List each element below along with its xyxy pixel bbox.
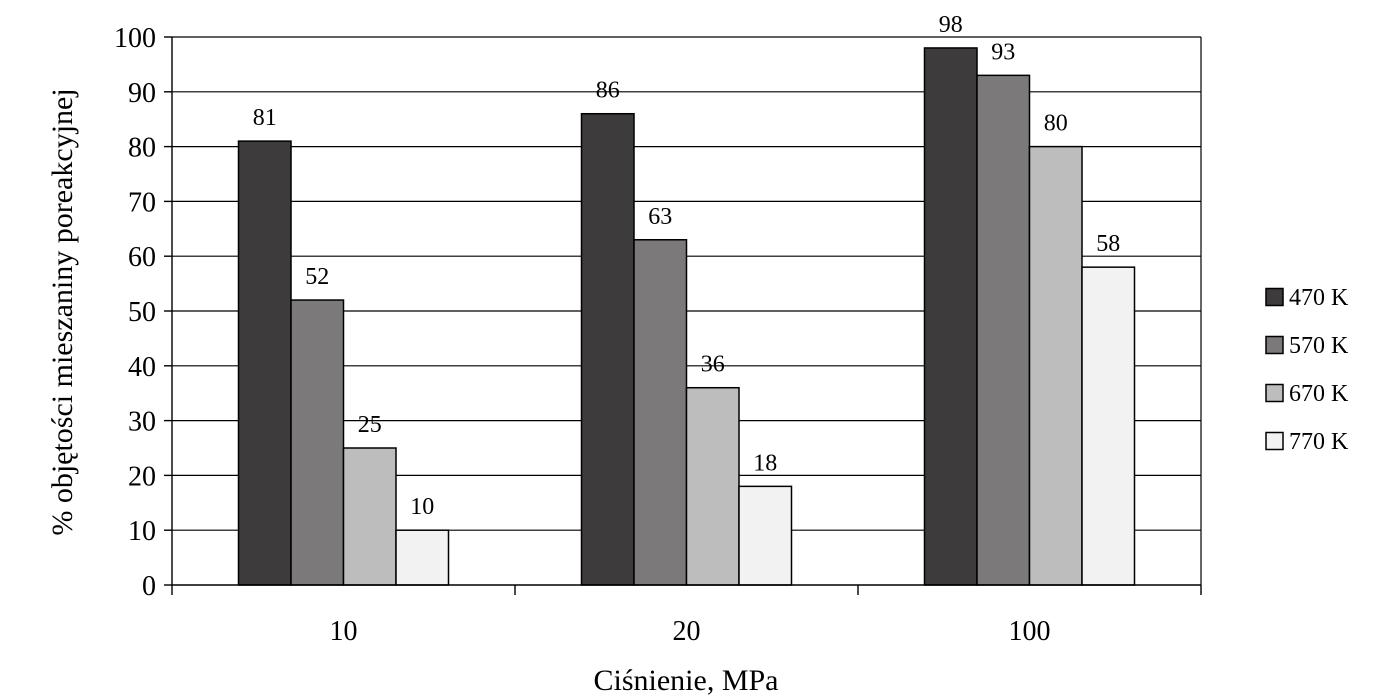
legend-swatch bbox=[1265, 287, 1284, 307]
data-label: 52 bbox=[305, 264, 329, 290]
y-tick-label: 60 bbox=[128, 242, 156, 273]
y-tick-label: 100 bbox=[114, 23, 156, 54]
data-label: 10 bbox=[410, 494, 434, 520]
bar bbox=[1028, 145, 1083, 586]
bar bbox=[633, 239, 688, 586]
data-label: 25 bbox=[358, 412, 382, 438]
y-tick-label: 40 bbox=[128, 352, 156, 383]
x-tick-label: 100 bbox=[1009, 616, 1051, 647]
y-tick-label: 30 bbox=[128, 407, 156, 438]
y-tick-label: 80 bbox=[128, 133, 156, 164]
y-axis-title: % objętości mieszaniny poreakcyjnej bbox=[46, 88, 79, 535]
legend-label: 670 K bbox=[1289, 381, 1349, 407]
data-label: 63 bbox=[648, 204, 672, 230]
bar bbox=[1081, 266, 1136, 586]
y-tick-label: 90 bbox=[128, 78, 156, 109]
bar bbox=[580, 112, 635, 586]
bar bbox=[976, 74, 1031, 586]
legend-label: 470 K bbox=[1289, 285, 1349, 311]
data-label: 80 bbox=[1044, 111, 1068, 137]
bar bbox=[342, 447, 397, 586]
y-tick-label: 50 bbox=[128, 297, 156, 328]
data-label: 93 bbox=[991, 39, 1015, 65]
bar bbox=[290, 299, 345, 586]
data-label: 58 bbox=[1096, 231, 1120, 257]
bar bbox=[685, 386, 740, 586]
y-tick-label: 20 bbox=[128, 461, 156, 492]
data-label: 36 bbox=[701, 352, 725, 378]
x-tick-label: 20 bbox=[673, 616, 701, 647]
legend-swatch bbox=[1265, 335, 1284, 355]
legend: 470 K 570 K 670 K 770 K bbox=[1265, 285, 1349, 455]
data-label: 98 bbox=[939, 12, 963, 38]
data-label: 86 bbox=[596, 78, 620, 104]
y-tick-label: 70 bbox=[128, 187, 156, 218]
bar bbox=[395, 529, 450, 586]
y-tick-label: 10 bbox=[128, 516, 156, 547]
bar bbox=[738, 485, 793, 586]
data-label: 81 bbox=[253, 105, 277, 131]
legend-label: 570 K bbox=[1289, 333, 1349, 359]
data-labels: 81 52 25 10 86 63 36 18 98 93 80 58 bbox=[253, 12, 1121, 520]
y-tick-label: 0 bbox=[142, 571, 156, 602]
x-axis-title: Ciśnienie, MPa bbox=[594, 664, 779, 697]
bar bbox=[237, 140, 292, 586]
legend-label: 770 K bbox=[1289, 429, 1349, 455]
bars bbox=[237, 47, 1136, 586]
legend-swatch bbox=[1265, 383, 1284, 403]
data-label: 18 bbox=[753, 450, 777, 476]
bar bbox=[923, 47, 978, 586]
x-tick-label: 10 bbox=[330, 616, 358, 647]
axes: 0 10 20 30 40 50 60 70 80 90 100 10 20 100 bbox=[114, 23, 1202, 647]
legend-swatch bbox=[1265, 431, 1284, 451]
